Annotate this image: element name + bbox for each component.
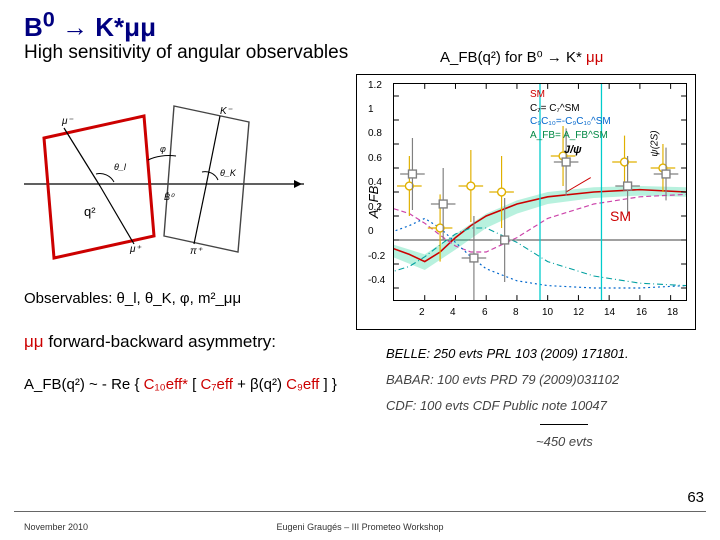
title-prefix: B xyxy=(24,12,43,42)
formula-afb: A_FB(q²) ~ - Re { xyxy=(24,376,144,393)
ytick: -0.4 xyxy=(368,275,385,286)
asymmetry-label: μμ forward-backward asymmetry: xyxy=(24,332,276,352)
ytick: -0.2 xyxy=(368,251,385,262)
xtick: 18 xyxy=(667,307,678,318)
formula: A_FB(q²) ~ - Re { C₁₀eff* [ C₇eff + β(q²… xyxy=(24,376,337,393)
xtick: 8 xyxy=(513,307,519,318)
slide: B0 → K*μμ High sensitivity of angular ob… xyxy=(0,0,720,540)
asymmetry-mumu: μμ xyxy=(24,332,44,351)
ytick: 0.6 xyxy=(368,153,382,164)
footer-divider xyxy=(14,511,706,512)
legend-af: A_FB= A_FB^SM xyxy=(530,129,611,143)
title-sup: 0 xyxy=(43,6,55,31)
jpsi-annotation: J/ψ xyxy=(564,144,582,156)
footer-author: Eugeni Graugés – III Prometeo Workshop xyxy=(277,522,444,532)
xtick: 12 xyxy=(573,307,584,318)
ytick: 0.8 xyxy=(368,128,382,139)
xtick: 10 xyxy=(542,307,553,318)
chart-legend: SM C₇= C₇^SM C₉C₁₀=-C₉C₁₀^SM A_FB= A_FB^… xyxy=(530,88,611,142)
afb-chart: A_FB SM C₇= C₇^SM C₉C₁₀=-C₉C₁₀^SM A_FB= … xyxy=(356,74,696,330)
svg-text:θ_l: θ_l xyxy=(114,162,127,172)
chart-plot-area: SM C₇= C₇^SM C₉C₁₀=-C₉C₁₀^SM A_FB= A_FB^… xyxy=(393,83,687,301)
ref-sum: ~450 evts xyxy=(536,434,593,449)
ref-sum-bar xyxy=(540,424,588,425)
ytick: 0 xyxy=(368,226,374,237)
xtick: 14 xyxy=(604,307,615,318)
ref-belle: BELLE: 250 evts PRL 103 (2009) 171801. xyxy=(386,346,629,361)
title-arrow: → xyxy=(55,12,95,42)
footer-date: November 2010 xyxy=(24,522,88,532)
svg-text:φ: φ xyxy=(160,144,166,154)
formula-c9: C₉eff xyxy=(286,376,319,393)
angular-diagram: μ⁻ K⁻ θ_l θ_K φ B̄⁰ μ⁺ π⁺ q² xyxy=(24,86,304,266)
ref-babar: BABAR: 100 evts PRD 79 (2009)031102 xyxy=(386,372,619,387)
ytick: 1.2 xyxy=(368,80,382,91)
svg-text:K⁻: K⁻ xyxy=(220,106,233,117)
xtick: 6 xyxy=(482,307,488,318)
legend-c7: C₇= C₇^SM xyxy=(530,102,611,116)
svg-text:π⁺: π⁺ xyxy=(190,246,203,257)
page-number: 63 xyxy=(687,489,704,506)
xtick: 16 xyxy=(636,307,647,318)
formula-b1: [ xyxy=(192,376,200,393)
chart-title: A_FB(q²) for B⁰ → K* μμ xyxy=(440,48,603,66)
formula-c10: C₁₀eff* xyxy=(144,376,188,393)
ref-cdf: CDF: 100 evts CDF Public note 10047 xyxy=(386,398,607,413)
asymmetry-text: forward-backward asymmetry: xyxy=(44,332,276,351)
psi2s-annotation: ψ(2S) xyxy=(650,130,661,156)
q2-label: q² xyxy=(84,204,96,219)
sm-annotation: SM xyxy=(610,208,631,224)
formula-plus: + β(q²) xyxy=(237,376,286,393)
subtitle: High sensitivity of angular observables xyxy=(24,42,348,64)
ytick: 1 xyxy=(368,104,374,115)
svg-text:θ_K: θ_K xyxy=(220,168,237,178)
svg-text:B̄⁰: B̄⁰ xyxy=(164,192,175,202)
chart-title-pre: A_FB(q²) for B⁰ → K* xyxy=(440,49,586,66)
formula-c7: C₇eff xyxy=(201,376,233,393)
legend-sm: SM xyxy=(530,88,611,102)
observables-label: Observables: θ_l, θ_K, φ, m²_μμ xyxy=(24,290,241,307)
legend-cc: C₉C₁₀=-C₉C₁₀^SM xyxy=(530,115,611,129)
svg-text:μ⁻: μ⁻ xyxy=(61,116,73,127)
ytick: 0.4 xyxy=(368,177,382,188)
xtick: 2 xyxy=(419,307,425,318)
formula-b2: ] } xyxy=(324,376,337,393)
svg-text:μ⁺: μ⁺ xyxy=(129,244,141,255)
ytick: 0.2 xyxy=(368,202,382,213)
title-tail: K*μμ xyxy=(95,12,156,42)
xtick: 4 xyxy=(450,307,456,318)
title: B0 → K*μμ xyxy=(24,6,156,43)
chart-title-red: μμ xyxy=(586,49,603,66)
